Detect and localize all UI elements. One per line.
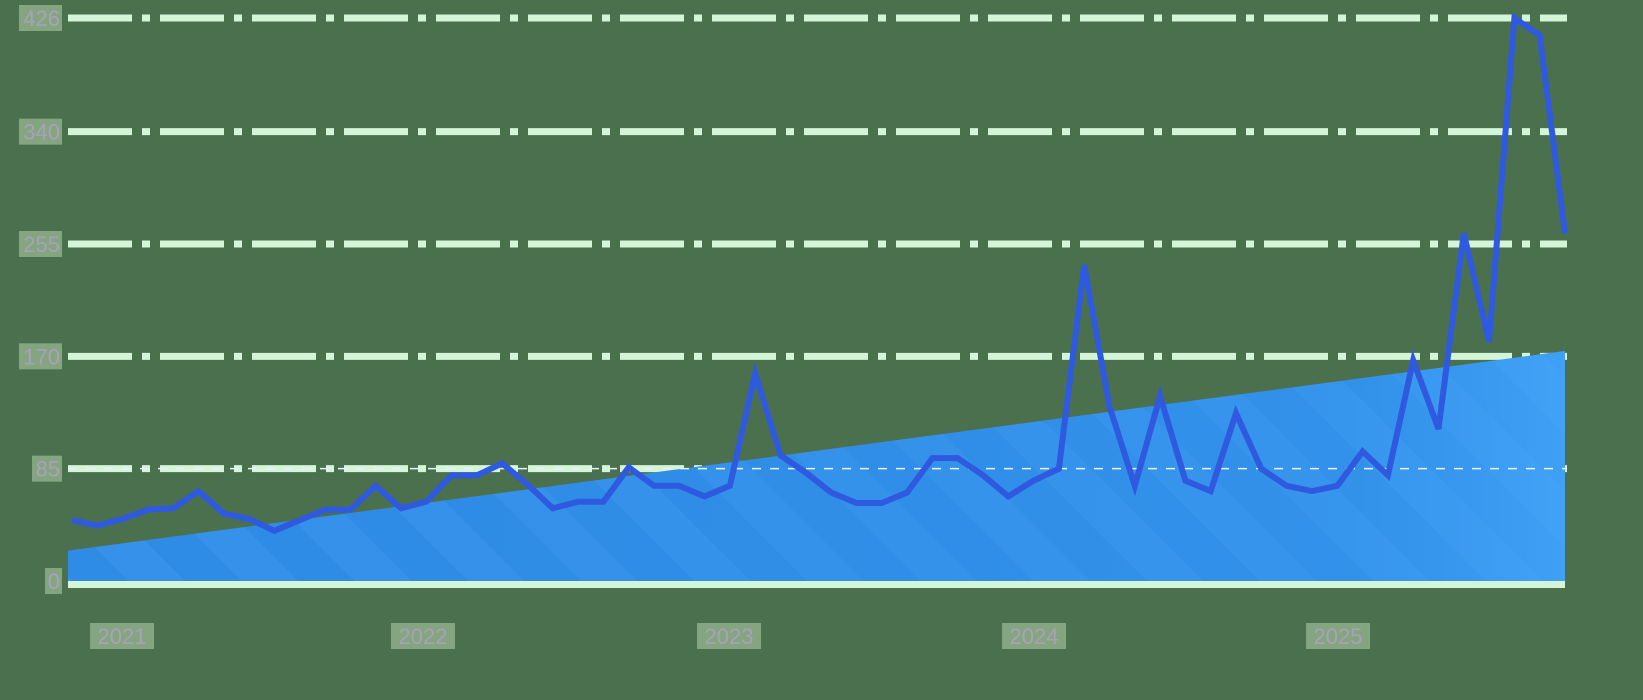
trend-area — [68, 351, 1565, 581]
x-tick-2022: 2022 — [391, 623, 455, 649]
svg-text:170: 170 — [23, 344, 60, 369]
x-tick-2025: 2025 — [1306, 623, 1370, 649]
x-axis: 2021 2022 2023 2024 2025 — [90, 623, 1370, 649]
y-tick-85: 85 — [32, 455, 62, 482]
svg-text:426: 426 — [23, 6, 60, 31]
svg-text:2024: 2024 — [1010, 624, 1059, 649]
x-tick-2024: 2024 — [1002, 623, 1066, 649]
svg-text:340: 340 — [23, 120, 60, 145]
x-tick-2021: 2021 — [90, 623, 154, 649]
svg-text:85: 85 — [36, 457, 60, 482]
y-tick-426: 426 — [19, 5, 62, 31]
baseline-bar — [68, 581, 1565, 588]
y-axis: 0 85 170 255 340 426 — [19, 5, 62, 594]
y-tick-340: 340 — [19, 118, 62, 145]
x-axis-baseline — [68, 581, 1565, 588]
svg-text:255: 255 — [23, 232, 60, 257]
data-line — [71, 12, 1568, 535]
series-line-value — [71, 12, 1568, 535]
y-tick-255: 255 — [19, 230, 62, 257]
y-tick-0: 0 — [45, 568, 62, 594]
x-tick-2023: 2023 — [697, 623, 761, 649]
trend-area-highlight — [68, 351, 1565, 581]
svg-text:2022: 2022 — [399, 624, 448, 649]
y-tick-170: 170 — [19, 343, 62, 370]
svg-text:2023: 2023 — [705, 624, 754, 649]
svg-text:2021: 2021 — [98, 624, 147, 649]
svg-text:0: 0 — [48, 569, 60, 594]
svg-text:2025: 2025 — [1314, 624, 1363, 649]
